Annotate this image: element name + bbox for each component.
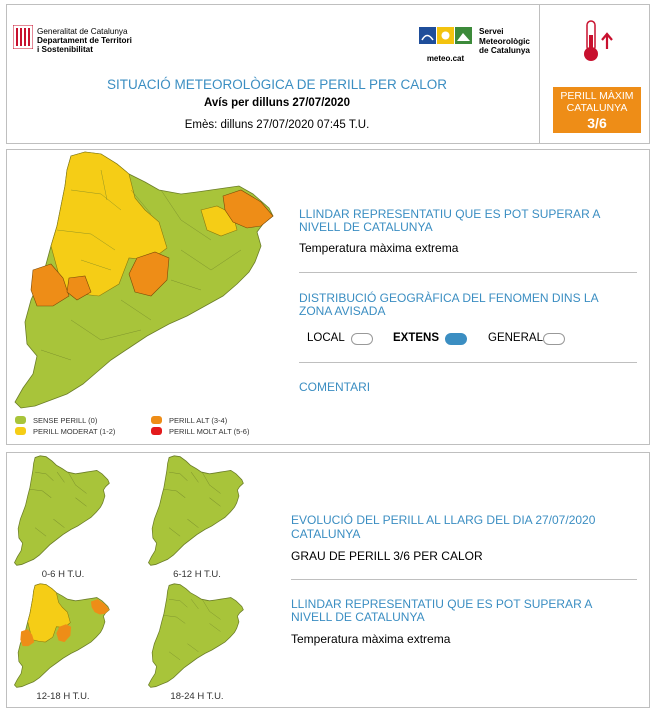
- threshold-heading: LLINDAR REPRESENTATIU QUE ES POT SUPERAR…: [299, 207, 600, 234]
- high-zone-ne: [222, 189, 274, 229]
- evolution-threshold-text: Temperatura màxima extrema: [291, 632, 451, 646]
- legend-swatch-alt: [151, 416, 162, 424]
- badge-level: 3/6: [587, 115, 607, 131]
- map-0-6: [14, 455, 110, 566]
- map-18-24: [148, 583, 244, 688]
- divider-1: [299, 272, 637, 273]
- legend-swatch-moderat: [15, 427, 26, 435]
- header-panel: Generalitat de Catalunya Departament de …: [6, 4, 650, 144]
- divider-3: [291, 579, 637, 580]
- divider-2: [299, 362, 637, 363]
- high-zone-west: [30, 263, 70, 307]
- map-12-18: [14, 583, 110, 688]
- legend-molt-alt: PERILL MOLT ALT (5-6): [169, 427, 250, 436]
- catalonia-danger-map: [14, 151, 274, 409]
- evolution-threshold-heading: LLINDAR REPRESENTATIU QUE ES POT SUPERAR…: [291, 597, 592, 624]
- thermometer-up-icon: [584, 20, 613, 61]
- gen-line2: Departament de Territori: [37, 36, 132, 45]
- generalitat-logo-icon: [13, 25, 33, 49]
- map-label-12-18: 12-18 H T.U.: [36, 691, 90, 702]
- option-extens-label: EXTENS: [393, 332, 440, 344]
- legend-swatch-sense: [15, 416, 26, 424]
- moderate-zone-north: [50, 151, 168, 297]
- header-divider: [539, 5, 540, 143]
- option-local-label: LOCAL: [307, 332, 345, 344]
- evolution-heading: EVOLUCIÓ DEL PERILL AL LLARG DEL DIA 27/…: [291, 513, 596, 527]
- meteocat-logo-icon: [419, 27, 472, 44]
- map-label-18-24: 18-24 H T.U.: [170, 691, 224, 702]
- comment-heading: COMENTARI: [299, 380, 371, 394]
- legend-swatch-molt-alt: [151, 427, 162, 435]
- page-title: SITUACIÓ METEOROLÒGICA DE PERILL PER CAL…: [106, 77, 448, 92]
- danger-grade-text: GRAU DE PERILL 3/6 PER CALOR: [291, 549, 483, 563]
- option-general-toggle: [543, 333, 565, 345]
- avis-date: Avís per dilluns 27/07/2020: [204, 97, 350, 109]
- meteo-line3: de Catalunya: [479, 46, 530, 55]
- legend-moderat: PERILL MODERAT (1-2): [33, 427, 116, 436]
- generalitat-name: Generalitat de Catalunya Departament de …: [37, 27, 132, 54]
- high-zone-west2: [66, 275, 92, 301]
- meteo-line1: Servei: [479, 27, 504, 36]
- distribution-heading: DISTRIBUCIÓ GEOGRÀFICA DEL FENOMEN DINS …: [299, 291, 598, 318]
- option-general-label: GENERAL: [488, 332, 543, 344]
- meteo-line2: Meteorològic: [479, 36, 530, 46]
- evolution-heading-sub: CATALUNYA: [291, 527, 361, 541]
- gen-line3: i Sostenibilitat: [37, 45, 93, 54]
- max-danger-badge: PERILL MÀXIM CATALUNYA 3/6: [553, 87, 641, 133]
- option-local-toggle: [351, 333, 373, 345]
- legend-sense: SENSE PERILL (0): [33, 416, 98, 425]
- legend-alt: PERILL ALT (3-4): [169, 416, 228, 425]
- badge-line1: PERILL MÀXIM: [560, 90, 634, 102]
- option-extens-toggle: [445, 333, 467, 345]
- map-label-6-12: 6-12 H T.U.: [173, 569, 221, 580]
- threshold-text: Temperatura màxima extrema: [299, 241, 459, 255]
- map-label-0-6: 0-6 H T.U.: [41, 569, 85, 580]
- gen-line1: Generalitat de Catalunya: [37, 27, 128, 36]
- high-zone-center: [128, 251, 170, 297]
- emission-date: Emès: dilluns 27/07/2020 07:45 T.U.: [184, 119, 370, 131]
- badge-line2: CATALUNYA: [566, 101, 628, 114]
- map-6-12: [148, 455, 244, 566]
- main-map-panel: SENSE PERILL (0) PERILL MODERAT (1-2) PE…: [6, 149, 650, 445]
- meteocat-name: Servei Meteorològic de Catalunya: [479, 27, 530, 56]
- evolution-panel: 0-6 H T.U. 6-12 H T.U. 12-18 H T.U. 18-2…: [6, 452, 650, 708]
- meteocat-brand: meteo.cat: [426, 54, 465, 63]
